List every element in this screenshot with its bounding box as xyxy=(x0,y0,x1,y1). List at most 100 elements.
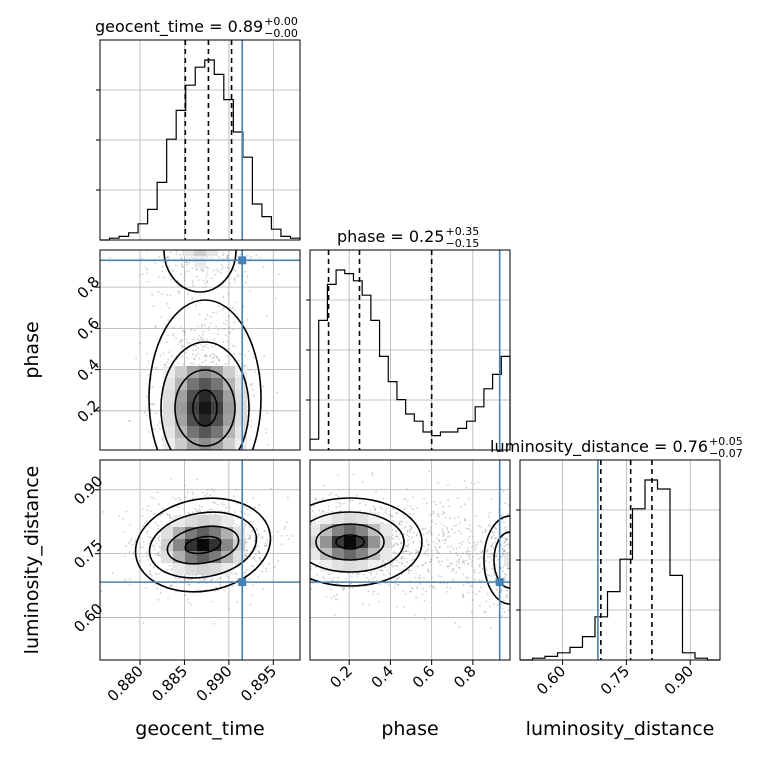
sample-point xyxy=(477,557,480,560)
sample-point xyxy=(425,550,427,552)
sample-point xyxy=(399,541,402,544)
sample-point xyxy=(429,513,432,516)
sample-point xyxy=(392,565,394,568)
sample-point xyxy=(141,555,144,558)
sample-point xyxy=(157,290,160,293)
sample-point xyxy=(234,563,237,566)
sample-point xyxy=(182,330,184,332)
sample-point xyxy=(449,562,452,565)
sample-point xyxy=(168,525,171,528)
sample-point xyxy=(193,464,195,466)
sample-point xyxy=(496,558,499,561)
sample-point xyxy=(128,584,131,587)
sample-point xyxy=(186,293,189,296)
density-cells xyxy=(161,515,245,575)
sample-point xyxy=(577,542,579,544)
sample-point xyxy=(167,265,170,268)
sample-point xyxy=(423,497,425,500)
sample-point xyxy=(168,516,171,519)
sample-point xyxy=(395,564,398,567)
sample-point xyxy=(297,532,299,534)
sample-point xyxy=(501,552,504,554)
sample-point xyxy=(184,451,186,453)
sample-point xyxy=(392,545,395,547)
sample-point xyxy=(233,457,235,459)
sample-point xyxy=(410,590,412,593)
sample-point xyxy=(398,522,401,525)
sample-point xyxy=(307,545,309,547)
sample-point xyxy=(174,235,176,237)
sample-point xyxy=(277,273,280,276)
sample-point xyxy=(180,339,183,342)
sample-point xyxy=(148,373,150,376)
sample-point xyxy=(125,510,128,513)
sample-point xyxy=(558,583,560,585)
sample-point xyxy=(512,569,514,571)
sample-point xyxy=(211,357,214,360)
sample-point xyxy=(143,411,146,414)
sample-point xyxy=(225,319,228,322)
sample-point xyxy=(396,535,399,538)
sample-point xyxy=(542,569,544,571)
sample-point xyxy=(367,590,370,593)
sample-point xyxy=(505,579,508,582)
density-cell xyxy=(187,378,199,390)
sample-point xyxy=(481,579,483,582)
sample-point xyxy=(332,576,335,579)
sample-point xyxy=(436,556,439,559)
sample-point xyxy=(259,559,262,562)
sample-point xyxy=(535,562,537,564)
sample-point xyxy=(400,523,403,526)
sample-point xyxy=(283,528,286,530)
sample-point xyxy=(303,508,305,510)
sample-point xyxy=(413,558,415,561)
sample-point xyxy=(512,514,514,516)
sample-point xyxy=(149,387,152,390)
sample-point xyxy=(193,473,195,475)
sample-point xyxy=(225,323,227,325)
sample-point xyxy=(188,261,191,264)
sample-point xyxy=(450,545,453,548)
sample-point xyxy=(425,552,427,555)
sample-point xyxy=(397,584,400,586)
sample-point xyxy=(515,530,517,532)
sample-point xyxy=(411,496,414,499)
sample-point xyxy=(528,551,530,553)
sample-point xyxy=(145,587,147,589)
sample-point xyxy=(428,543,430,546)
sample-point xyxy=(500,589,503,592)
sample-point xyxy=(198,461,200,463)
sample-point xyxy=(164,467,166,469)
sample-point xyxy=(228,332,231,335)
sample-point xyxy=(534,607,536,609)
sample-point xyxy=(395,559,398,562)
sample-point xyxy=(193,219,195,221)
sample-point xyxy=(215,465,217,467)
sample-point xyxy=(300,489,302,491)
x-tick-label: 0.890 xyxy=(193,662,236,705)
sample-point xyxy=(531,565,533,567)
sample-point xyxy=(151,293,154,296)
sample-point xyxy=(247,350,250,353)
sample-point xyxy=(512,558,514,560)
sample-point xyxy=(185,261,188,264)
sample-point xyxy=(187,457,189,459)
sample-point xyxy=(448,565,451,567)
y-axis-label: luminosity_distance xyxy=(21,466,43,655)
sample-point xyxy=(166,361,169,364)
sample-point xyxy=(243,485,245,487)
sample-point xyxy=(251,382,254,385)
sample-point xyxy=(153,428,156,431)
sample-point xyxy=(171,496,174,499)
sample-point xyxy=(456,554,459,557)
sample-point xyxy=(503,542,506,545)
sample-point xyxy=(237,247,239,249)
sample-point xyxy=(491,567,494,570)
sample-point xyxy=(524,588,526,590)
sample-point xyxy=(187,583,190,586)
sample-point xyxy=(208,483,210,485)
sample-point xyxy=(355,572,358,575)
sample-point xyxy=(223,471,225,473)
sample-point xyxy=(216,465,218,467)
sample-point xyxy=(254,537,256,539)
